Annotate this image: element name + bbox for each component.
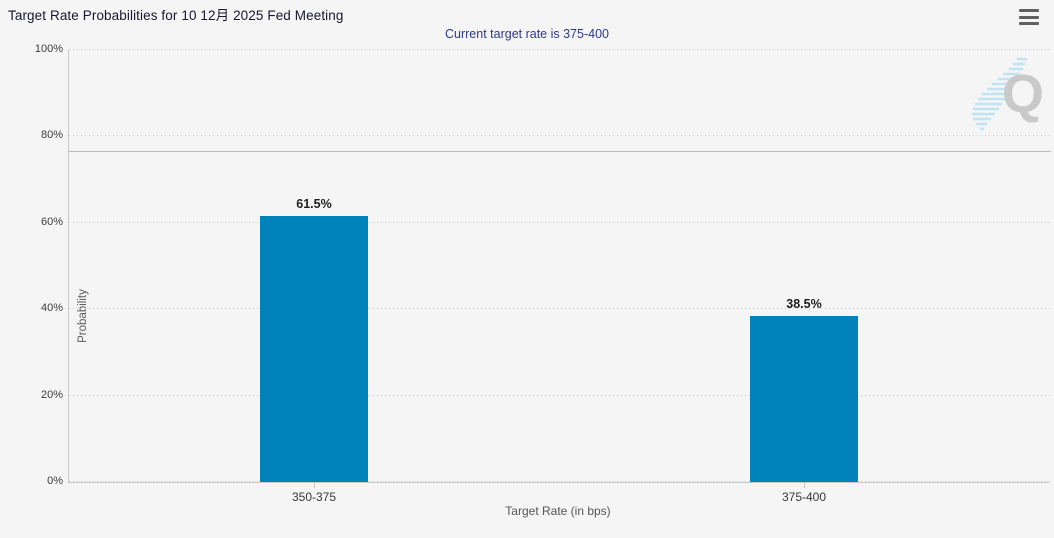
context-menu-button[interactable] — [1018, 8, 1042, 26]
gridline-80% — [69, 135, 1051, 137]
gridline-40% — [69, 308, 1051, 310]
x-category-label: 350-375 — [291, 490, 337, 504]
gridline-100% — [69, 49, 1051, 50]
svg-text:Q: Q — [1002, 64, 1044, 124]
quikstrike-q-logo-icon: Q — [972, 57, 1044, 131]
gridline-60% — [69, 221, 1051, 223]
y-tick-label: 80% — [40, 129, 63, 142]
bar-value-label: 38.5% — [786, 296, 822, 311]
x-category-label: 375-400 — [781, 490, 827, 504]
hamburger-icon — [1019, 15, 1039, 19]
x-axis-tick — [803, 482, 805, 488]
bar-value-label: 61.5% — [296, 197, 332, 212]
hamburger-icon — [1019, 22, 1039, 25]
x-axis-title: Target Rate (in bps) — [505, 504, 611, 518]
plot-area: Probability Q 0% 20% 40% 60% 80% 100% — [35, 43, 1051, 504]
y-tick-label: 40% — [40, 302, 63, 315]
gridline-20% — [69, 394, 1051, 396]
reference-line — [69, 151, 1051, 153]
gridline-0% — [69, 481, 1051, 482]
chart-title: Target Rate Probabilities for 10 12月 202… — [8, 8, 344, 23]
y-axis-title: Probability — [77, 289, 89, 343]
probability-bar-375-400[interactable] — [750, 315, 858, 482]
y-tick-label: 100% — [34, 43, 63, 55]
x-axis-tick — [313, 482, 315, 488]
hamburger-icon — [1019, 9, 1039, 12]
y-tick-label: 60% — [40, 215, 63, 228]
y-tick-label: 0% — [47, 475, 63, 487]
y-tick-label: 20% — [40, 388, 63, 401]
chart-subtitle: Current target rate is 375-400 — [445, 27, 609, 41]
probability-bar-350-375[interactable] — [260, 216, 368, 482]
